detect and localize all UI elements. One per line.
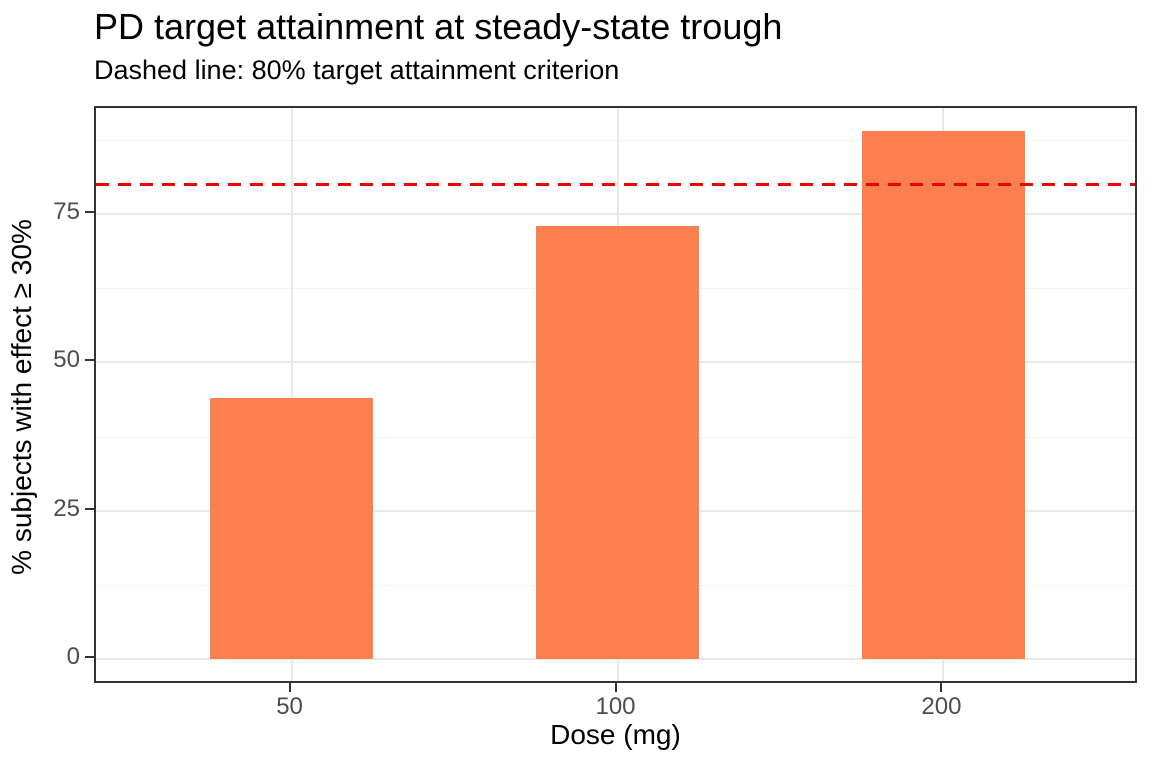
x-tick-mark-100 — [614, 683, 617, 692]
gridline-major-y0 — [96, 658, 1135, 660]
reference-line-80pct — [96, 182, 1135, 186]
y-tick-mark-0 — [85, 656, 94, 658]
y-tick-mark-50 — [85, 359, 94, 362]
x-axis-title: Dose (mg) — [550, 719, 681, 750]
y-axis-title: % subjects with effect ≥ 30% — [6, 219, 37, 575]
y-tick-label-0: 0 — [66, 643, 80, 670]
bar-100mg — [536, 225, 699, 659]
chart-title: PD target attainment at steady-state tro… — [94, 6, 783, 47]
y-tick-label-75: 75 — [53, 198, 80, 225]
x-tick-label-100: 100 — [595, 693, 636, 720]
chart-subtitle: Dashed line: 80% target attainment crite… — [94, 55, 620, 85]
gridline-x-50 — [290, 108, 293, 681]
x-tick-label-200: 200 — [921, 693, 962, 720]
gridline-major-y75 — [96, 213, 1135, 215]
x-tick-label-50: 50 — [276, 693, 303, 720]
y-tick-mark-75 — [85, 211, 94, 213]
gridline-minor-y87.5 — [96, 139, 1135, 141]
y-tick-label-25: 25 — [53, 494, 80, 522]
y-tick-mark-25 — [85, 507, 94, 510]
x-tick-mark-50 — [288, 683, 291, 692]
plot-panel — [94, 106, 1137, 683]
y-tick-label-50: 50 — [53, 346, 80, 374]
bar-200mg — [861, 130, 1025, 659]
bar-50mg — [210, 397, 374, 659]
x-tick-mark-200 — [940, 683, 943, 692]
